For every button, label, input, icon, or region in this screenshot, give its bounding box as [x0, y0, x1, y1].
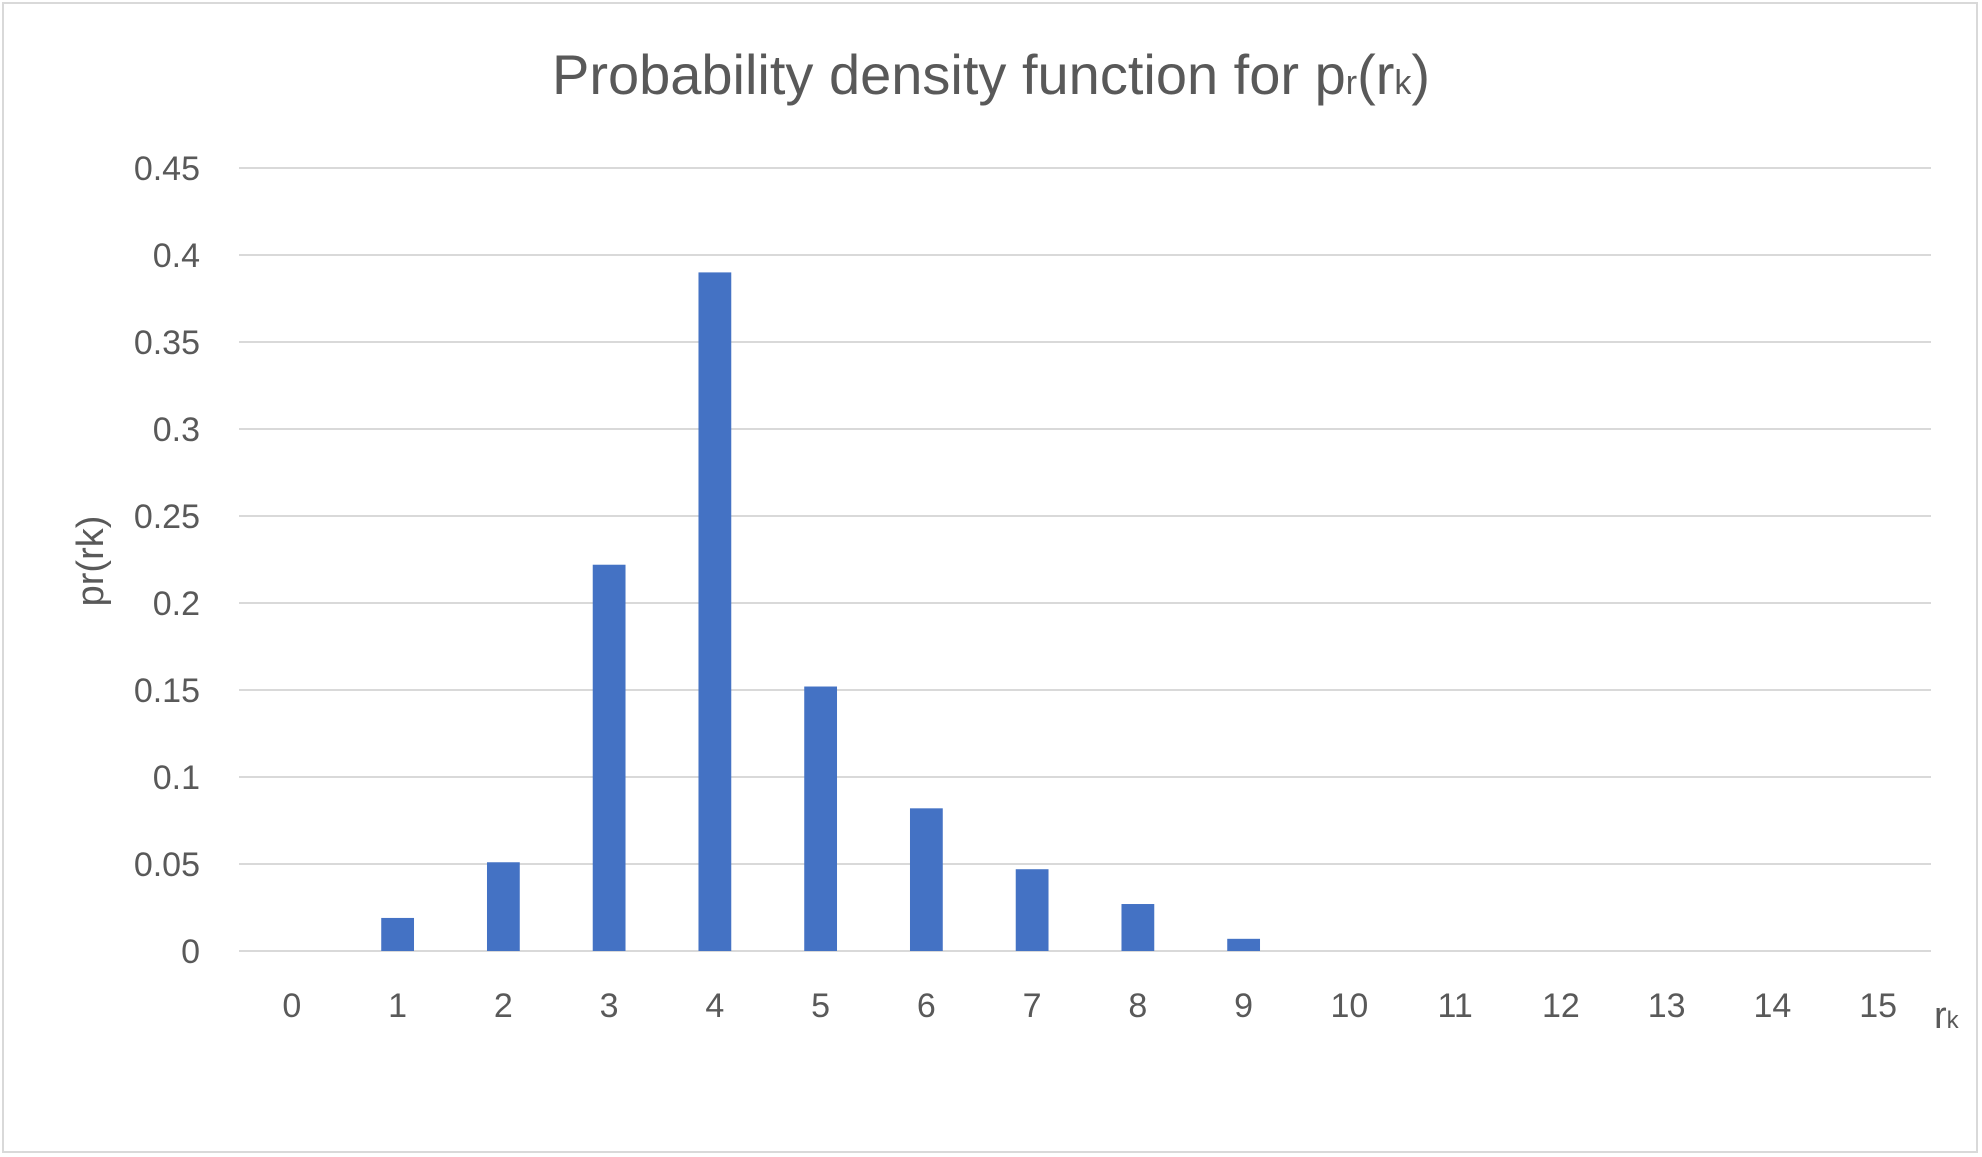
x-tick-label: 5 — [811, 987, 830, 1025]
x-axis-ticks: 0 1 2 3 4 5 6 7 8 9 10 11 12 13 14 15 — [282, 987, 1897, 1025]
x-tick-label: 0 — [282, 987, 301, 1025]
y-tick-label: 0.25 — [134, 498, 200, 536]
x-axis-label-main: r — [1934, 995, 1947, 1037]
x-tick-label: 15 — [1859, 987, 1897, 1025]
x-tick-label: 13 — [1648, 987, 1686, 1025]
y-tick-label: 0.05 — [134, 846, 200, 884]
x-axis-label: rk — [1934, 995, 1960, 1037]
chart-title-sub-k: k — [1394, 64, 1412, 102]
y-tick-label: 0.15 — [134, 672, 200, 710]
x-tick-label: 7 — [1023, 987, 1042, 1025]
bar — [909, 808, 943, 951]
y-tick-label: 0.4 — [153, 237, 200, 275]
x-tick-label: 4 — [705, 987, 724, 1025]
x-tick-label: 3 — [600, 987, 619, 1025]
bars — [381, 272, 1261, 951]
chart-title: Probability density function for pr(rk) — [552, 43, 1430, 106]
x-tick-label: 1 — [388, 987, 407, 1025]
bar — [1227, 938, 1261, 951]
x-tick-label: 10 — [1330, 987, 1368, 1025]
x-tick-label: 11 — [1437, 987, 1472, 1025]
bar — [486, 862, 520, 951]
y-tick-label: 0 — [181, 933, 200, 971]
x-tick-label: 6 — [917, 987, 936, 1025]
bar — [698, 272, 732, 951]
bar — [804, 686, 838, 951]
y-tick-label: 0.45 — [134, 150, 200, 188]
x-tick-label: 2 — [494, 987, 513, 1025]
x-tick-label: 14 — [1753, 987, 1791, 1025]
y-tick-label: 0.2 — [153, 585, 200, 623]
gridlines — [239, 167, 1931, 952]
chart-title-close: ) — [1411, 43, 1430, 106]
y-tick-label: 0.1 — [153, 759, 200, 797]
bar — [381, 917, 415, 951]
chart-title-main: Probability density function for p — [552, 43, 1346, 106]
chart-title-sub-r: r — [1346, 64, 1357, 102]
y-tick-label: 0.35 — [134, 324, 200, 362]
bar — [1015, 869, 1049, 951]
x-tick-label: 9 — [1234, 987, 1253, 1025]
chart-title-paren: (r — [1357, 43, 1394, 106]
bar — [592, 564, 626, 951]
x-axis-label-sub: k — [1947, 1007, 1960, 1034]
x-tick-label: 12 — [1542, 987, 1580, 1025]
y-axis-label: pr(rk) — [70, 516, 112, 607]
y-axis-ticks: 0 0.05 0.1 0.15 0.2 0.25 0.3 0.35 0.4 0.45 — [134, 150, 200, 971]
bar — [1121, 904, 1155, 951]
y-tick-label: 0.3 — [153, 411, 200, 449]
x-tick-label: 8 — [1128, 987, 1147, 1025]
